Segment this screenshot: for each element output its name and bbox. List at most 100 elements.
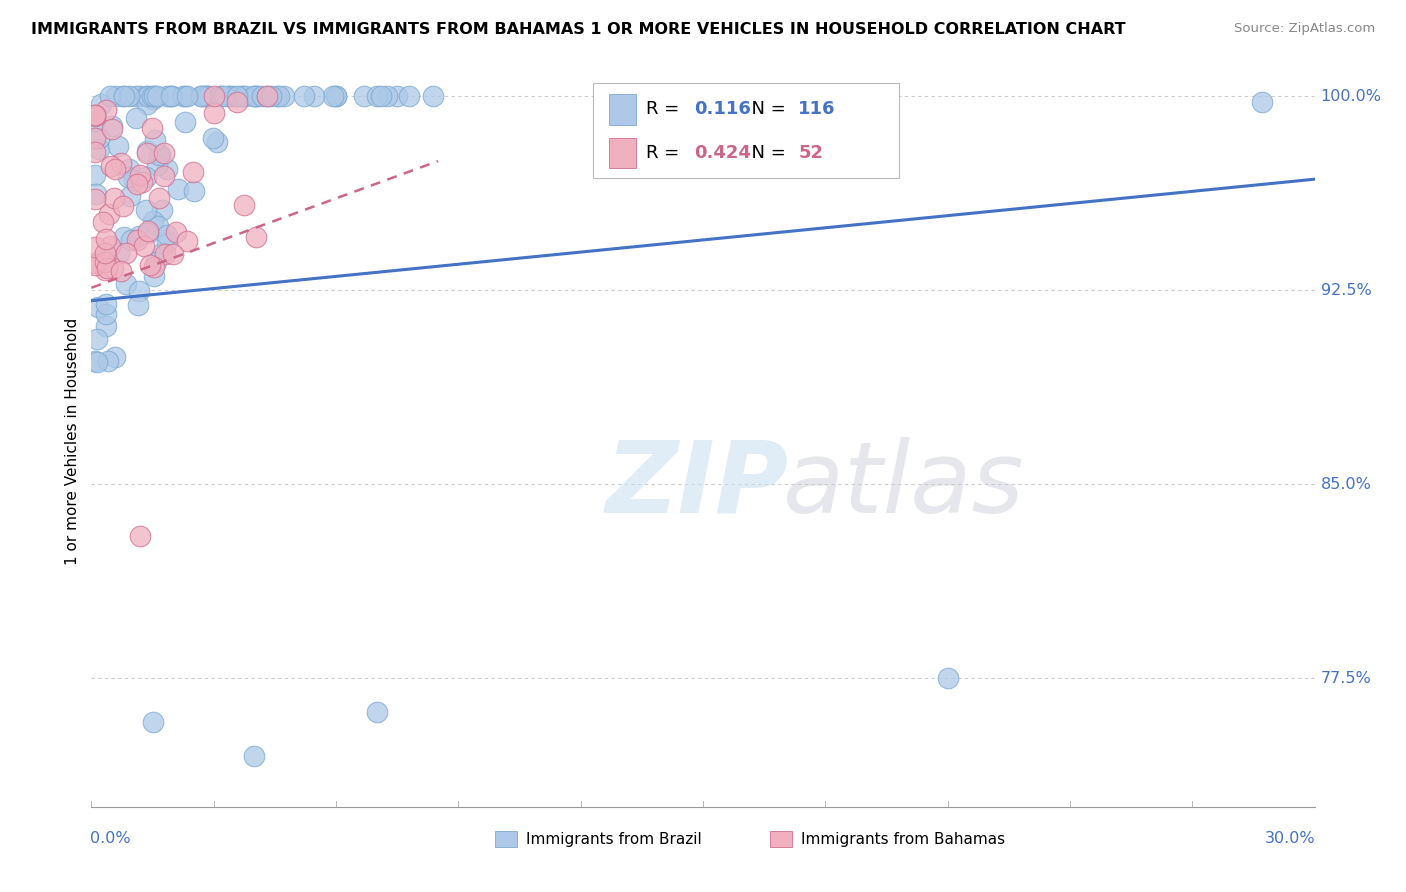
Point: [292, 89, 315, 103]
Point: [96, 297, 118, 311]
Point: [322, 89, 344, 103]
Point: [84, 108, 107, 122]
Point: [110, 264, 132, 278]
Point: [148, 191, 170, 205]
Point: [195, 89, 218, 103]
Point: [117, 170, 139, 185]
Point: [207, 135, 229, 149]
Point: [143, 89, 166, 103]
Point: [218, 89, 240, 103]
Point: [84, 169, 107, 183]
Point: [84, 354, 107, 368]
Point: [94, 232, 117, 246]
Point: [181, 165, 204, 179]
Point: [174, 89, 197, 103]
FancyBboxPatch shape: [770, 831, 793, 847]
Text: Source: ZipAtlas.com: Source: ZipAtlas.com: [1234, 22, 1375, 36]
Point: [98, 89, 121, 103]
Point: [94, 307, 117, 321]
Point: [156, 89, 179, 103]
Point: [353, 89, 375, 103]
Point: [107, 246, 129, 260]
Point: [146, 219, 169, 233]
Point: [243, 89, 266, 103]
Point: [143, 260, 166, 275]
FancyBboxPatch shape: [593, 83, 898, 178]
Point: [115, 246, 138, 260]
Point: [202, 89, 225, 103]
Point: [132, 238, 155, 252]
Text: R =: R =: [645, 100, 685, 118]
Point: [269, 89, 291, 103]
Point: [110, 155, 132, 169]
Point: [173, 115, 195, 129]
Point: [936, 671, 959, 685]
Point: [84, 109, 107, 123]
Point: [156, 235, 179, 250]
Point: [325, 89, 347, 103]
Point: [172, 89, 194, 103]
Point: [209, 89, 232, 103]
Point: [385, 89, 408, 103]
Point: [150, 246, 173, 260]
Point: [101, 260, 124, 275]
Point: [135, 170, 157, 185]
Point: [98, 239, 121, 253]
Point: [100, 159, 122, 173]
Text: 52: 52: [799, 145, 824, 162]
Text: 0.116: 0.116: [695, 100, 751, 118]
Point: [84, 256, 107, 270]
Point: [266, 89, 288, 103]
Point: [124, 172, 146, 186]
Point: [138, 258, 160, 272]
Point: [127, 233, 149, 247]
Point: [246, 89, 269, 103]
Point: [166, 226, 188, 240]
Point: [398, 89, 420, 103]
Point: [103, 191, 125, 205]
Point: [94, 255, 117, 269]
Point: [87, 131, 110, 145]
Text: R =: R =: [645, 145, 685, 162]
Text: N =: N =: [740, 100, 792, 118]
Point: [143, 269, 166, 284]
Point: [201, 131, 224, 145]
Point: [135, 202, 157, 217]
Point: [245, 229, 267, 244]
Point: [112, 89, 135, 103]
Text: 30.0%: 30.0%: [1265, 830, 1316, 846]
Text: 92.5%: 92.5%: [1320, 283, 1371, 298]
Point: [149, 148, 172, 162]
Point: [94, 246, 117, 260]
Text: 100.0%: 100.0%: [1320, 89, 1382, 104]
Point: [136, 145, 159, 160]
Point: [145, 157, 167, 171]
Point: [118, 161, 141, 176]
Text: atlas: atlas: [783, 437, 1024, 534]
Point: [212, 89, 235, 103]
Point: [104, 89, 127, 103]
Point: [142, 214, 165, 228]
Point: [226, 89, 249, 103]
Point: [153, 169, 176, 183]
Point: [84, 240, 107, 254]
Point: [145, 255, 167, 269]
Point: [176, 234, 198, 248]
FancyBboxPatch shape: [609, 94, 636, 125]
Point: [84, 187, 107, 202]
Point: [190, 89, 212, 103]
Point: [107, 139, 129, 153]
Point: [118, 89, 141, 103]
Point: [233, 89, 256, 103]
Point: [302, 89, 325, 103]
Point: [104, 350, 127, 364]
Point: [136, 144, 159, 158]
Point: [1250, 95, 1272, 109]
Point: [94, 318, 117, 333]
Point: [153, 145, 176, 160]
Point: [232, 197, 254, 211]
Point: [112, 230, 135, 244]
Text: IMMIGRANTS FROM BRAZIL VS IMMIGRANTS FROM BAHAMAS 1 OR MORE VEHICLES IN HOUSEHOL: IMMIGRANTS FROM BRAZIL VS IMMIGRANTS FRO…: [31, 22, 1126, 37]
Point: [96, 261, 118, 276]
Point: [90, 97, 112, 112]
